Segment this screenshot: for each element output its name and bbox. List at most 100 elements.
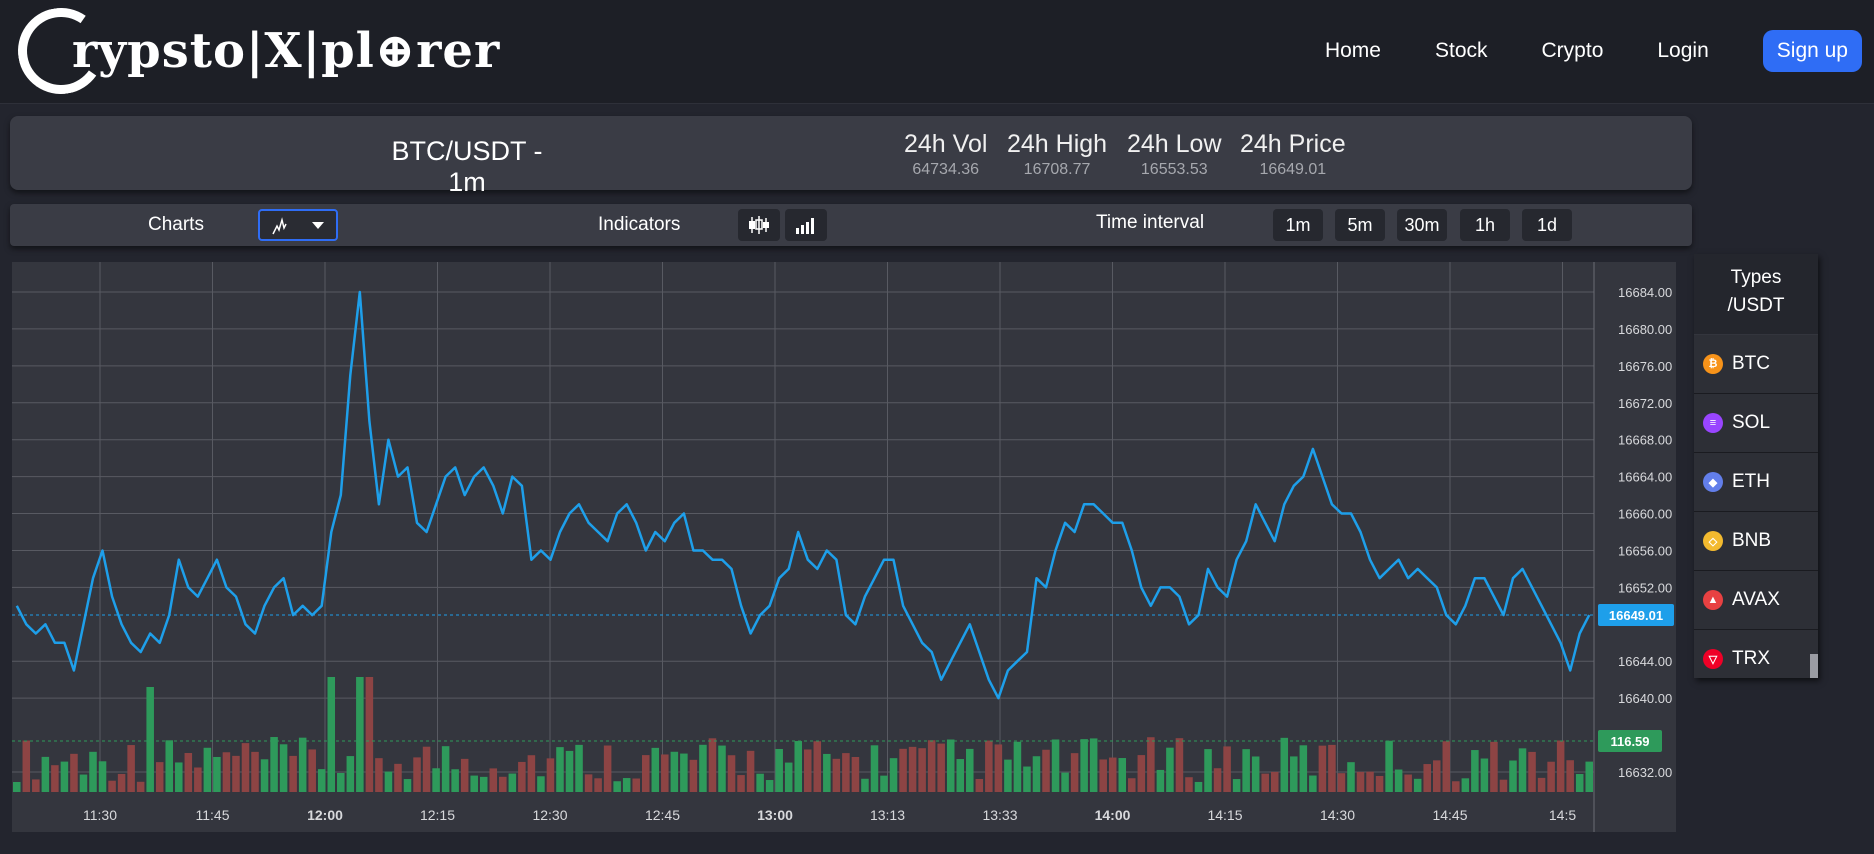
volume-bar bbox=[718, 745, 726, 792]
price-chart-svg[interactable]: 16684.00 16680.00 16676.00 16672.00 16668.00… bbox=[12, 262, 1676, 832]
volume-label: 116.59 bbox=[1610, 734, 1649, 749]
volume-bar bbox=[518, 761, 526, 792]
volume-bar bbox=[422, 746, 431, 792]
sidebar-scrollbar[interactable] bbox=[1810, 654, 1818, 678]
volume-bar bbox=[508, 773, 517, 792]
volume-bar bbox=[1070, 753, 1079, 792]
volume-bar bbox=[1061, 772, 1069, 792]
y-tick-label: 16632.00 bbox=[1618, 765, 1672, 780]
price-chart[interactable]: 16684.00 16680.00 16676.00 16672.00 16668.00… bbox=[12, 262, 1676, 832]
volume-bar bbox=[813, 741, 822, 792]
volume-bar bbox=[298, 737, 307, 792]
volume-bar bbox=[1242, 749, 1250, 792]
volume-bar bbox=[98, 761, 107, 792]
volume-bar bbox=[1175, 738, 1184, 792]
y-tick-label: 16672.00 bbox=[1618, 396, 1672, 411]
chart-type-select[interactable] bbox=[258, 209, 338, 241]
volume-bar bbox=[346, 756, 355, 792]
volume-bar bbox=[317, 769, 326, 792]
volume-bar bbox=[1299, 745, 1308, 792]
y-tick-label: 16660.00 bbox=[1618, 507, 1672, 522]
bnb-icon: ◇ bbox=[1703, 531, 1723, 551]
nav-stock[interactable]: Stock bbox=[1434, 39, 1488, 62]
top-navbar: rypsto|X|pl⊕rer Home Stock Crypto Login … bbox=[0, 0, 1874, 104]
charts-label: Charts bbox=[148, 214, 204, 235]
coin-label: AVAX bbox=[1732, 589, 1780, 610]
volume-bar bbox=[1156, 769, 1165, 792]
volume-bar bbox=[746, 750, 755, 792]
volume-bar bbox=[1013, 741, 1022, 792]
chevron-down-icon bbox=[312, 222, 324, 229]
volume-bar bbox=[1499, 779, 1508, 792]
coin-item-eth[interactable]: ◆ ETH bbox=[1694, 453, 1818, 512]
volume-bar bbox=[356, 677, 364, 792]
volume-bar bbox=[13, 782, 21, 792]
sidebar-title: Types /USDT bbox=[1694, 254, 1818, 335]
volume-bar bbox=[832, 758, 841, 792]
volume-bar bbox=[1185, 777, 1193, 792]
interval-30m-button[interactable]: 30m bbox=[1397, 209, 1447, 241]
y-tick-label: 16664.00 bbox=[1618, 470, 1672, 485]
volume-bar bbox=[708, 738, 717, 792]
nav-home[interactable]: Home bbox=[1324, 39, 1381, 62]
volume-bar bbox=[1480, 758, 1489, 792]
volume-bar bbox=[337, 772, 345, 792]
volume-indicator-button[interactable] bbox=[785, 209, 827, 241]
volume-bar bbox=[60, 761, 69, 792]
volume-bar bbox=[1347, 762, 1355, 792]
volume-bar bbox=[213, 756, 221, 792]
volume-bar bbox=[146, 687, 154, 792]
interval-1m-button[interactable]: 1m bbox=[1273, 209, 1323, 241]
volume-bar bbox=[451, 769, 459, 792]
coin-item-bnb[interactable]: ◇ BNB bbox=[1694, 512, 1818, 571]
time-interval-label: Time interval bbox=[1096, 212, 1205, 233]
volume-bar bbox=[1213, 768, 1222, 792]
volume-bar bbox=[41, 756, 50, 792]
volume-bar bbox=[479, 776, 488, 792]
logo[interactable]: rypsto|X|pl⊕rer bbox=[11, 1, 500, 101]
volume-bar bbox=[1280, 737, 1289, 792]
interval-1h-button[interactable]: 1h bbox=[1460, 209, 1510, 241]
volume-bar bbox=[537, 776, 545, 792]
coin-item-sol[interactable]: ≡ SOL bbox=[1694, 394, 1818, 453]
x-tick-label: 13:33 bbox=[982, 807, 1017, 823]
volume-bar bbox=[289, 755, 297, 792]
candlestick-indicator-button[interactable] bbox=[738, 209, 780, 241]
signup-button[interactable]: Sign up bbox=[1762, 30, 1862, 72]
coin-item-avax[interactable]: ▲ AVAX bbox=[1694, 571, 1818, 630]
interval-1d-button[interactable]: 1d bbox=[1522, 209, 1572, 241]
coin-item-trx[interactable]: ▽ TRX bbox=[1694, 630, 1818, 678]
volume-bar bbox=[870, 745, 879, 792]
volume-bar bbox=[127, 745, 135, 792]
volume-bar bbox=[155, 762, 164, 792]
stat-label: 24h Price bbox=[1240, 130, 1346, 158]
volume-bar bbox=[1575, 774, 1584, 792]
volume-bar bbox=[937, 743, 945, 792]
volume-bar bbox=[1318, 745, 1327, 792]
volume-bar bbox=[804, 749, 812, 792]
volume-bar bbox=[1547, 761, 1555, 792]
coin-label: BTC bbox=[1732, 353, 1770, 374]
nav-crypto[interactable]: Crypto bbox=[1541, 39, 1604, 62]
indicators-label: Indicators bbox=[598, 214, 681, 235]
coin-label: TRX bbox=[1732, 648, 1770, 669]
volume-bar bbox=[460, 758, 469, 792]
nav-login[interactable]: Login bbox=[1657, 39, 1709, 62]
y-tick-label: 16656.00 bbox=[1618, 543, 1672, 558]
volume-bar bbox=[918, 748, 926, 792]
volume-bar bbox=[699, 744, 707, 792]
volume-bar bbox=[1023, 766, 1031, 792]
volume-bar bbox=[1194, 781, 1203, 792]
market-info-panel: BTC/USDT - 1m 24h Vol 64734.36 24h High … bbox=[10, 116, 1692, 207]
volume-bar bbox=[975, 778, 984, 792]
volume-bar bbox=[927, 740, 936, 792]
stat-24h-price: 24h Price 16649.01 bbox=[1240, 130, 1346, 179]
volume-bar bbox=[823, 753, 831, 792]
volume-bar bbox=[279, 744, 288, 792]
volume-bar bbox=[1537, 777, 1546, 792]
coin-item-btc[interactable]: ₿ BTC bbox=[1694, 335, 1818, 394]
sidebar-title-line2: /USDT bbox=[1727, 295, 1785, 316]
x-tick-label: 14:00 bbox=[1095, 807, 1131, 823]
interval-5m-button[interactable]: 5m bbox=[1335, 209, 1385, 241]
volume-bar bbox=[1223, 746, 1231, 792]
